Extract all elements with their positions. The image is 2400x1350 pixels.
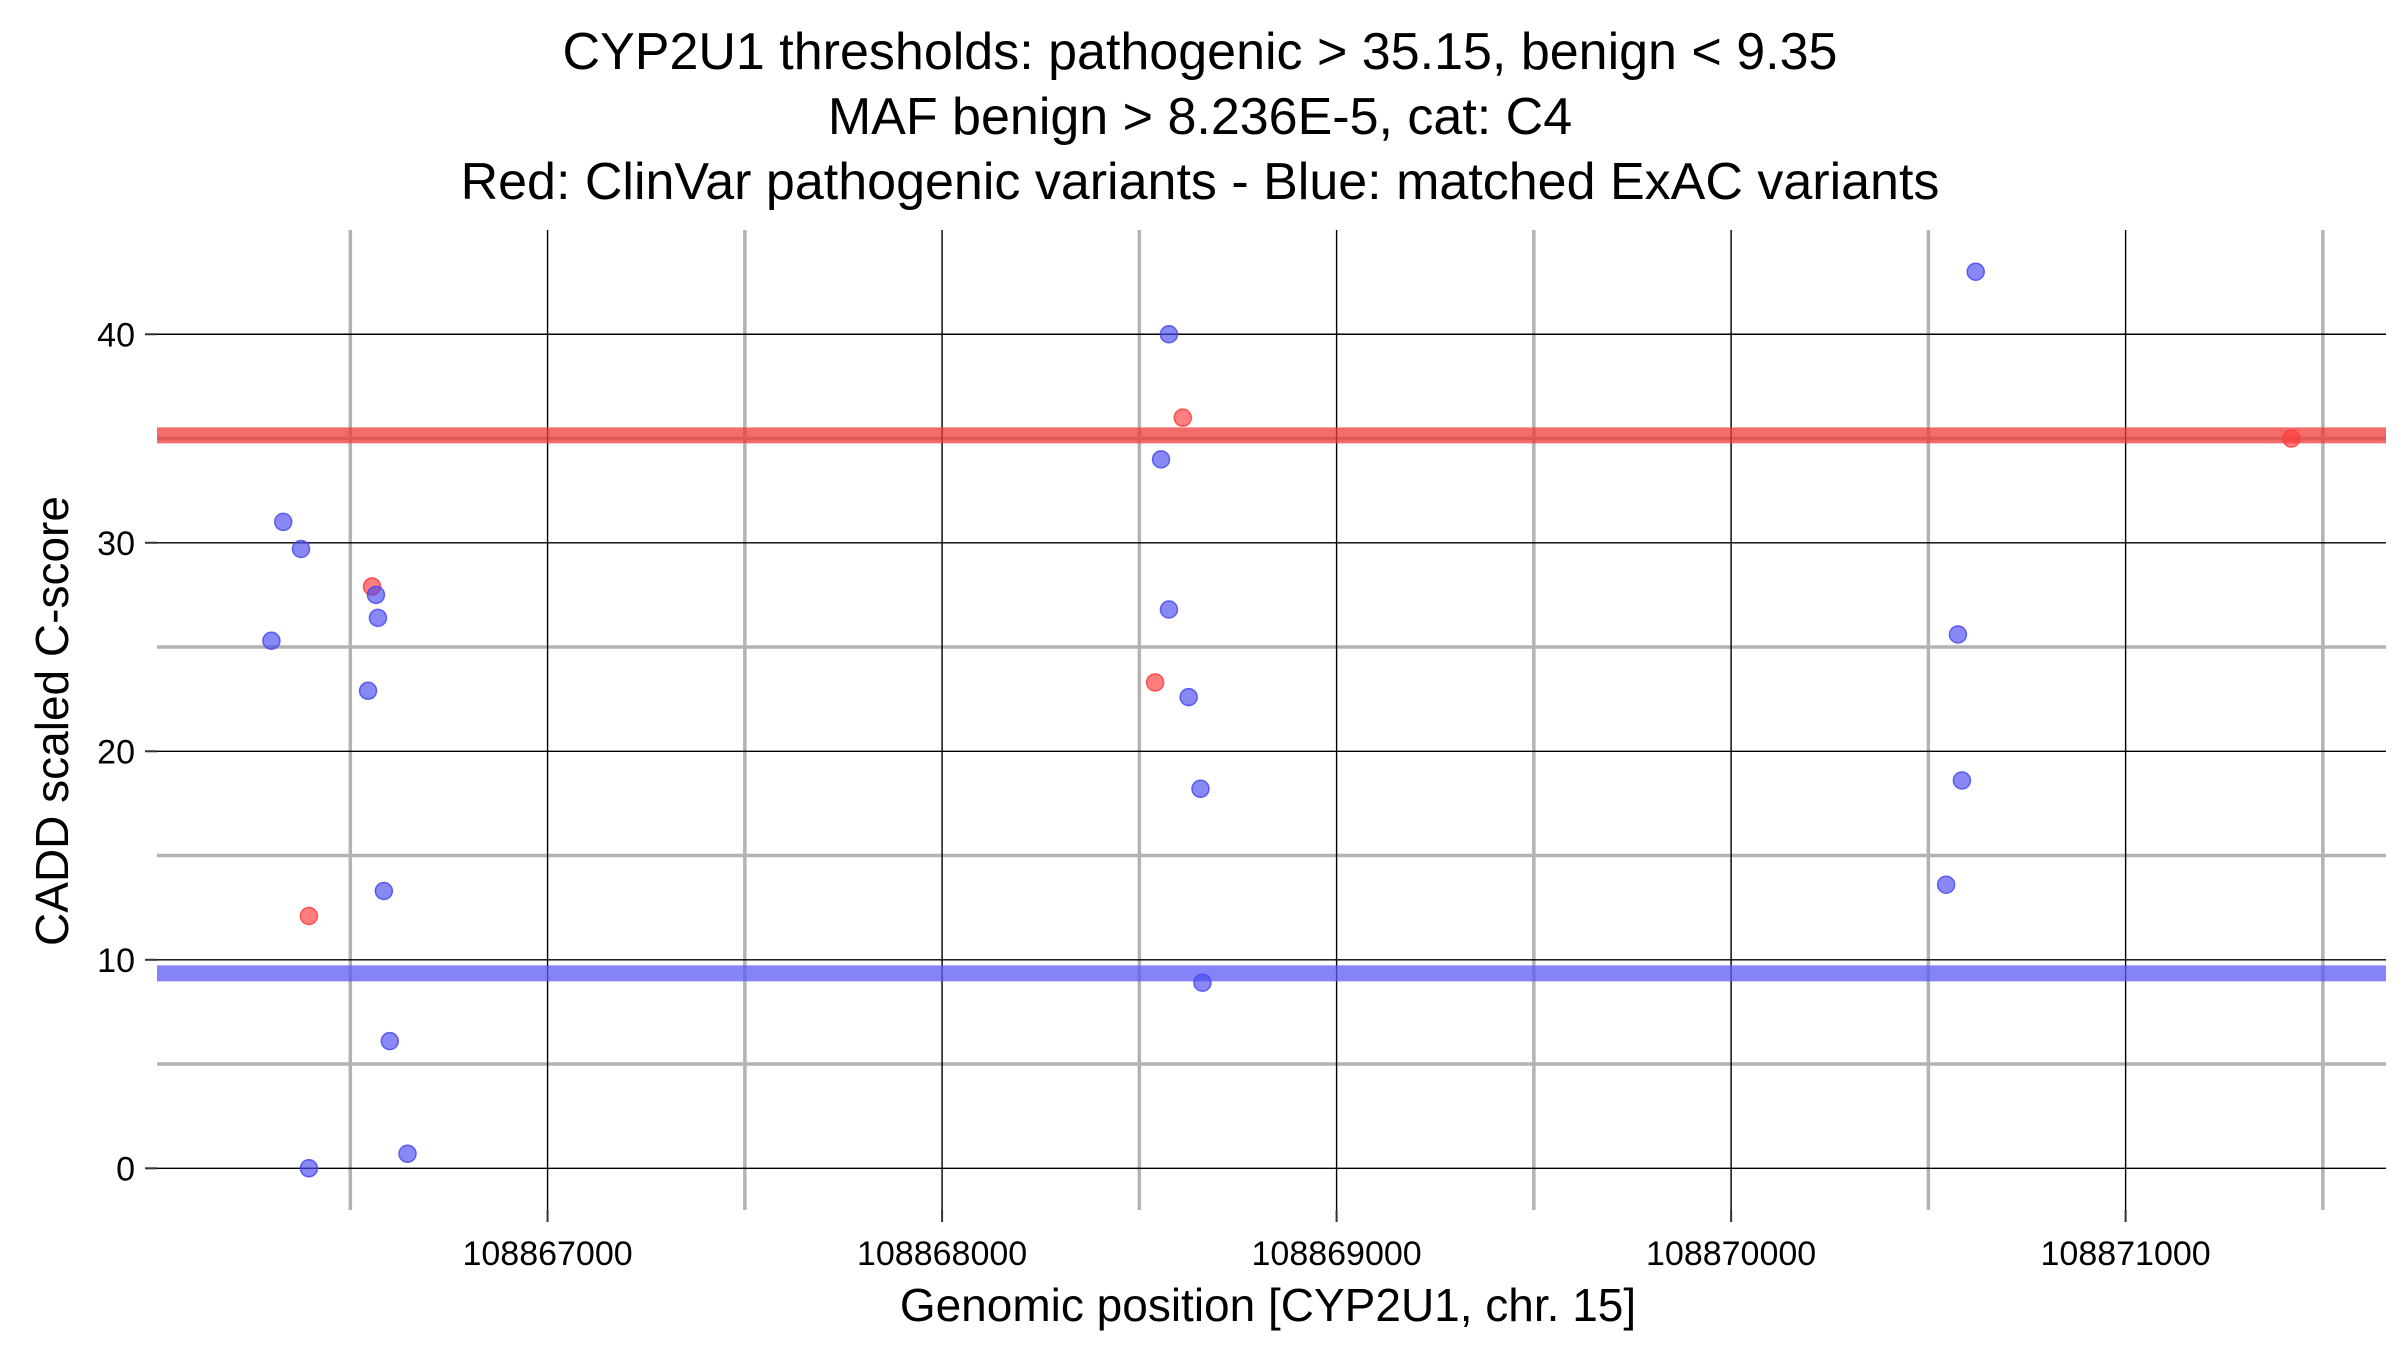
threshold-lines bbox=[157, 427, 2386, 982]
y-tick-label: 20 bbox=[97, 733, 135, 771]
y-tick-label: 40 bbox=[97, 316, 135, 354]
data-point bbox=[398, 1144, 417, 1163]
data-point bbox=[380, 1031, 400, 1051]
data-point bbox=[1173, 408, 1192, 427]
x-tick-label: 108867000 bbox=[462, 1235, 632, 1273]
x-tick-label: 108868000 bbox=[857, 1235, 1027, 1273]
data-points bbox=[262, 262, 2301, 1178]
data-point bbox=[1179, 687, 1198, 707]
data-point bbox=[1193, 973, 1212, 992]
data-point bbox=[368, 608, 388, 628]
data-point bbox=[1159, 600, 1179, 619]
data-point bbox=[1191, 779, 1210, 799]
data-point bbox=[358, 681, 378, 701]
data-point bbox=[1151, 450, 1171, 469]
data-point bbox=[262, 631, 281, 651]
data-point bbox=[1159, 325, 1179, 344]
data-point bbox=[1948, 625, 1968, 644]
data-point bbox=[2282, 429, 2301, 448]
chart-title-line-1: CYP2U1 thresholds: pathogenic > 35.15, b… bbox=[562, 23, 1838, 81]
data-point bbox=[1145, 673, 1165, 692]
data-point bbox=[374, 881, 394, 901]
x-tick-label: 108869000 bbox=[1252, 1235, 1422, 1273]
data-point bbox=[1952, 771, 1972, 790]
data-point bbox=[1936, 875, 1956, 894]
major-gridlines bbox=[157, 230, 2386, 1210]
y-axis-label: CADD scaled C-score bbox=[26, 496, 78, 946]
x-axis-label: Genomic position [CYP2U1, chr. 15] bbox=[900, 1279, 1636, 1331]
axis-tick-labels: 108867000 108868000 108869000 108870000 1088… bbox=[97, 316, 2211, 1273]
data-point bbox=[299, 1159, 319, 1178]
y-tick-label: 10 bbox=[97, 942, 135, 980]
chart-title-line-2: MAF benign > 8.236E-5, cat: C4 bbox=[827, 88, 1573, 146]
data-point bbox=[1966, 262, 1985, 281]
axis-ticks bbox=[145, 333, 2127, 1222]
chart-title-line-3: Red: ClinVar pathogenic variants - Blue:… bbox=[460, 153, 1940, 211]
minor-gridlines bbox=[157, 230, 2386, 1210]
data-point bbox=[366, 585, 386, 605]
x-tick-label: 108870000 bbox=[1646, 1235, 1816, 1273]
x-tick-label: 108871000 bbox=[2041, 1235, 2211, 1273]
data-point bbox=[291, 539, 311, 559]
y-tick-label: 30 bbox=[97, 525, 135, 563]
data-point bbox=[273, 512, 293, 532]
y-tick-label: 0 bbox=[116, 1150, 135, 1188]
data-point bbox=[299, 906, 319, 926]
